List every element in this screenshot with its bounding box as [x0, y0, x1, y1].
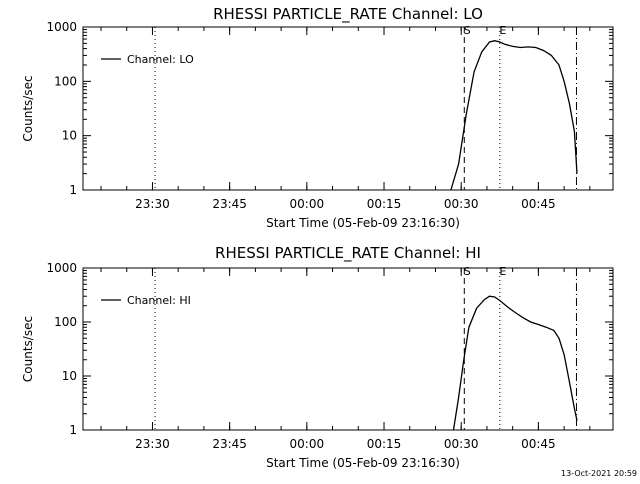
plot-panel-1: RHESSI PARTICLE_RATE Channel: LO 1 10 100 10… [21, 5, 614, 230]
x-axis-label: Start Time (05-Feb-09 23:16:30) [266, 456, 460, 470]
y-axis-label: Counts/sec [21, 75, 35, 141]
x-tick-label: 23:30 [135, 437, 170, 451]
y-axis-label: Counts/sec [21, 316, 35, 382]
x-tick-label: 00:15 [367, 437, 402, 451]
chart-title: RHESSI PARTICLE_RATE Channel: HI [215, 244, 481, 263]
legend-label: Channel: LO [127, 53, 194, 66]
y-tick-label: 100 [54, 315, 77, 329]
timestamp: 13-Oct-2021 20:59 [561, 469, 637, 478]
y-tick-label: 1 [69, 183, 77, 197]
plot-panel-2: RHESSI PARTICLE_RATE Channel: HI 1 10 100 10… [21, 244, 614, 470]
x-tick-label: 00:30 [444, 197, 479, 211]
y-tick-label: 1000 [46, 20, 77, 34]
x-axis-label: Start Time (05-Feb-09 23:16:30) [266, 216, 460, 230]
x-tick-label: 00:45 [521, 197, 556, 211]
y-tick-label: 1 [69, 423, 77, 437]
marker-label: S [464, 24, 471, 37]
x-tick-label: 00:45 [521, 437, 556, 451]
legend-label: Channel: HI [127, 294, 191, 307]
series-line [450, 40, 578, 191]
plot-frame [82, 26, 614, 191]
x-tick-label: 23:30 [135, 197, 170, 211]
x-tick-label: 23:45 [212, 437, 247, 451]
y-tick-label: 10 [62, 369, 77, 383]
series-line [452, 295, 578, 431]
marker-label: E [499, 24, 506, 37]
marker-label: E [499, 265, 506, 278]
x-tick-label: 00:30 [444, 437, 479, 451]
x-tick-label: 23:45 [212, 197, 247, 211]
y-tick-label: 10 [62, 129, 77, 143]
y-tick-label: 100 [54, 74, 77, 88]
plot-frame [82, 267, 614, 431]
chart-title: RHESSI PARTICLE_RATE Channel: LO [213, 5, 483, 24]
x-tick-label: 00:00 [290, 437, 325, 451]
x-tick-label: 00:00 [290, 197, 325, 211]
x-tick-label: 00:15 [367, 197, 402, 211]
marker-label: S [464, 265, 471, 278]
y-tick-label: 1000 [46, 261, 77, 275]
